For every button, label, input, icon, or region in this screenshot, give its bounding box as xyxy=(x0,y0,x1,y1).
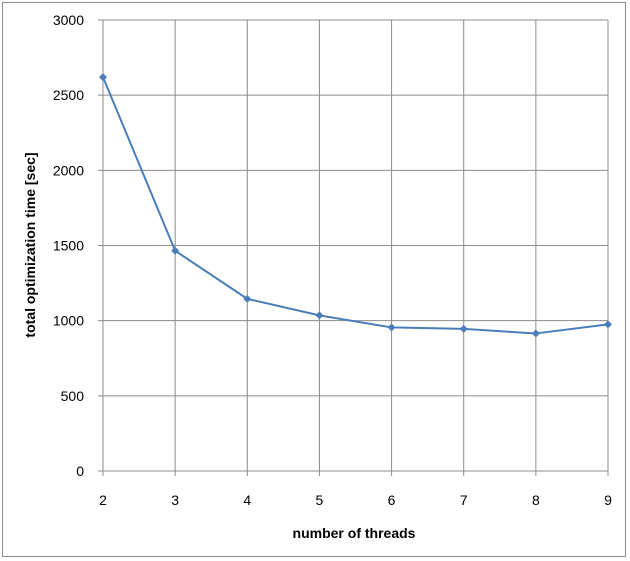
series-layer xyxy=(99,73,612,338)
y-tick-label: 2000 xyxy=(53,162,84,178)
data-point-marker xyxy=(99,73,107,82)
y-tick-label: 2500 xyxy=(53,87,84,103)
x-tick-label: 6 xyxy=(388,492,396,508)
x-tick-label: 3 xyxy=(171,492,179,508)
x-axis-title: number of threads xyxy=(293,525,416,541)
x-tick-label: 8 xyxy=(532,492,540,508)
x-tick-label: 9 xyxy=(604,492,612,508)
y-tick-label: 3000 xyxy=(53,12,84,28)
data-point-marker xyxy=(531,329,540,338)
x-tick-label: 4 xyxy=(243,492,251,508)
data-point-marker xyxy=(387,323,396,332)
data-point-marker xyxy=(459,324,468,333)
y-axis-title: total optimization time [sec] xyxy=(22,152,38,337)
gridlines xyxy=(102,19,609,472)
chart-frame xyxy=(2,2,626,557)
data-point-marker xyxy=(315,311,324,320)
y-tick-label: 1000 xyxy=(53,313,84,329)
y-tick-label: 500 xyxy=(61,388,85,404)
y-tick-label: 1500 xyxy=(53,238,84,254)
y-tick-label: 0 xyxy=(76,463,84,479)
series-line xyxy=(102,76,609,335)
data-point-marker xyxy=(171,246,180,255)
data-point-marker xyxy=(604,320,612,329)
tick-labels: 0 500 1000 1500 2000 2500 3000 2 3 4 5 6 7 8 9 xyxy=(53,12,612,508)
x-tick-label: 2 xyxy=(99,492,107,508)
x-tick-label: 5 xyxy=(316,492,324,508)
x-tick-label: 7 xyxy=(460,492,468,508)
axes xyxy=(98,19,609,476)
data-point-marker xyxy=(243,294,252,303)
